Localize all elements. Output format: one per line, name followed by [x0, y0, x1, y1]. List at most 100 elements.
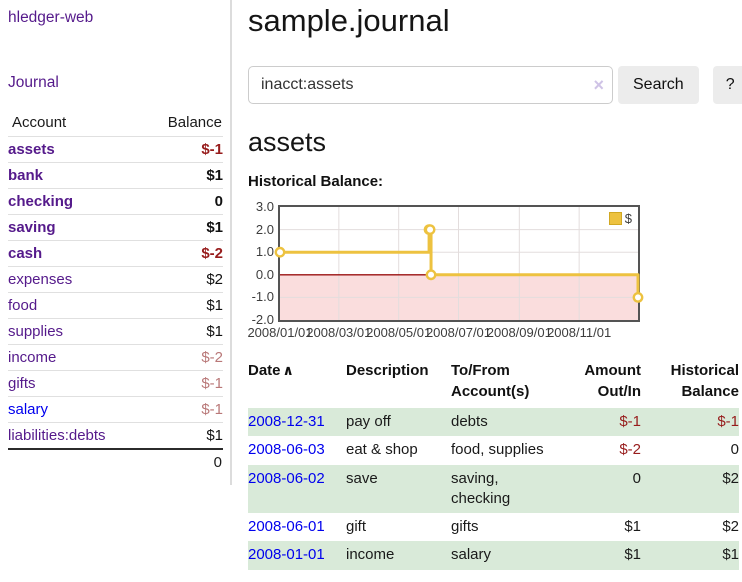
register-date-cell: 2008-12-31 — [248, 408, 346, 437]
transaction-date-link[interactable]: 2008-06-03 — [248, 441, 325, 459]
account-link[interactable]: bank — [8, 167, 44, 184]
chart-y-tick-label: 1.0 — [255, 244, 274, 260]
register-account-cell: gifts — [451, 518, 479, 535]
account-link[interactable]: gifts — [8, 375, 36, 392]
register-header-date[interactable]: Date ∧ — [248, 358, 346, 408]
account-name-cell: cash — [8, 241, 142, 267]
account-row: saving $1 — [8, 214, 223, 241]
chart-y-tick-label: 2.0 — [255, 221, 274, 237]
register-balance-cell: $2 — [722, 518, 739, 535]
account-link[interactable]: saving — [8, 219, 56, 236]
sidebar: hledger-web Journal Account Balance asse… — [0, 0, 232, 582]
register-header-amount: Amount Out/In — [584, 362, 641, 400]
register-table: Date ∧ Description To/From Account(s) Amo… — [248, 358, 739, 570]
accounts-header-row: Account Balance — [8, 111, 223, 137]
chart-canvas — [274, 207, 644, 320]
account-balance: $-2 — [201, 245, 223, 262]
transaction-date-link[interactable]: 2008-01-01 — [248, 546, 325, 564]
chart-x-tick-label: 2008/01/01 — [247, 325, 313, 340]
account-row: food $1 — [8, 292, 223, 319]
register-description-cell: pay off — [346, 408, 451, 437]
account-name-cell: gifts — [8, 371, 142, 397]
register-amount-cell: $-2 — [619, 441, 641, 459]
register-amount-cell: $1 — [624, 518, 641, 535]
accounts-total-value: 0 — [213, 454, 222, 471]
account-link[interactable]: assets — [8, 141, 55, 158]
chart-plot-area[interactable]: $ — [274, 205, 644, 322]
search-input[interactable] — [248, 66, 613, 104]
transaction-date-link[interactable]: 2008-06-02 — [248, 469, 325, 487]
sidebar-inner: hledger-web Journal Account Balance asse… — [0, 0, 232, 485]
register-amount-cell: $1 — [557, 541, 641, 570]
account-link[interactable]: cash — [8, 245, 43, 262]
register-description-cell: eat & shop — [346, 441, 418, 459]
chart-y-tick-label: -1.0 — [251, 289, 274, 305]
account-link[interactable]: salary — [8, 401, 49, 418]
account-row: assets $-1 — [8, 136, 223, 163]
account-row: expenses $2 — [8, 266, 223, 293]
account-name-cell: expenses — [8, 267, 142, 293]
sidebar-item-journal[interactable]: Journal — [8, 74, 59, 91]
account-name-cell: checking — [8, 189, 142, 215]
chart-title: Historical Balance: — [248, 173, 384, 190]
register-balance-cell: $-1 — [641, 408, 739, 437]
chart-x-tick-label: 2008/05/01 — [366, 325, 432, 340]
account-balance: $1 — [206, 427, 223, 444]
help-button[interactable]: ? — [712, 66, 742, 104]
register-balance-cell: $2 — [641, 464, 739, 513]
search-input-wrap: × — [248, 66, 613, 104]
register-row[interactable]: 2008-06-03 eat & shop food, supplies $-2 0 — [248, 436, 739, 464]
chart-x-tick-label: 2008/11/01 — [547, 325, 612, 340]
register-header-account: To/From Account(s) — [451, 362, 530, 400]
register-description-cell: income — [346, 541, 451, 570]
register-row[interactable]: 2008-01-01 income salary $1 $1 — [248, 541, 739, 570]
register-account-cell: debts — [451, 408, 557, 437]
legend-swatch-icon — [608, 212, 622, 225]
chart-x-tick-label: 2008/03/01 — [306, 325, 372, 340]
search-bar: × Search ? — [248, 66, 742, 104]
account-link[interactable]: checking — [8, 193, 74, 210]
brand-link[interactable]: hledger-web — [8, 9, 94, 26]
chart-x-tick-label: 2008/09/01 — [486, 325, 552, 340]
search-button[interactable]: Search — [618, 66, 699, 104]
register-header-description: Description — [346, 362, 429, 379]
account-name-cell: bank — [8, 163, 142, 189]
account-row: checking 0 — [8, 188, 223, 215]
register-header-balance: Historical Balance — [670, 362, 739, 400]
accounts-header-balance: Balance — [167, 114, 222, 131]
account-row: bank $1 — [8, 162, 223, 189]
account-row: gifts $-1 — [8, 370, 223, 397]
account-name-cell: food — [8, 293, 142, 319]
account-link[interactable]: food — [8, 297, 38, 314]
transaction-date-link[interactable]: 2008-12-31 — [248, 413, 325, 430]
account-link[interactable]: expenses — [8, 271, 73, 288]
account-row: income $-2 — [8, 344, 223, 371]
register-balance-cell: $1 — [641, 541, 739, 570]
account-link[interactable]: supplies — [8, 323, 64, 340]
account-balance: $1 — [206, 219, 223, 236]
accounts-total-row: 0 — [8, 449, 223, 475]
account-name-cell: income — [8, 345, 142, 371]
register-row[interactable]: 2008-12-31 pay off debts $-1 $-1 — [248, 408, 739, 437]
account-balance: 0 — [214, 193, 223, 210]
register-account-cell: salary — [451, 541, 557, 570]
register-header-date-label: Date — [248, 362, 281, 379]
chart-x-tick-label: 2008/07/01 — [425, 325, 492, 340]
account-balance: $1 — [206, 297, 223, 314]
legend-series-label: $ — [624, 211, 632, 226]
account-row: liabilities:debts $1 — [8, 422, 223, 450]
clear-search-icon[interactable]: × — [593, 75, 604, 95]
main-content: sample.journal × Search ? assets Histori… — [232, 0, 742, 582]
register-row[interactable]: 2008-06-01 gift gifts $1 $2 — [248, 513, 739, 541]
account-link[interactable]: income — [8, 349, 57, 366]
accounts-table: Account Balance assets $-1 bank $1 checking 0… — [8, 111, 223, 475]
register-row[interactable]: 2008-06-02 save saving, checking 0 $2 — [248, 464, 739, 513]
register-balance-cell: 0 — [730, 441, 739, 459]
account-link[interactable]: liabilities:debts — [8, 427, 106, 444]
balance-chart[interactable]: $3.0 2.0 1.0 0.0 -1.0 -2.0 2008/01/01 2008/03/0… — [247, 199, 668, 342]
account-row: salary $-1 — [8, 396, 223, 423]
chart-y-tick-label: 3.0 — [255, 199, 274, 214]
transaction-date-link[interactable]: 2008-06-01 — [248, 518, 325, 535]
account-balance: $-1 — [201, 141, 223, 158]
account-row: cash $-2 — [8, 240, 223, 267]
